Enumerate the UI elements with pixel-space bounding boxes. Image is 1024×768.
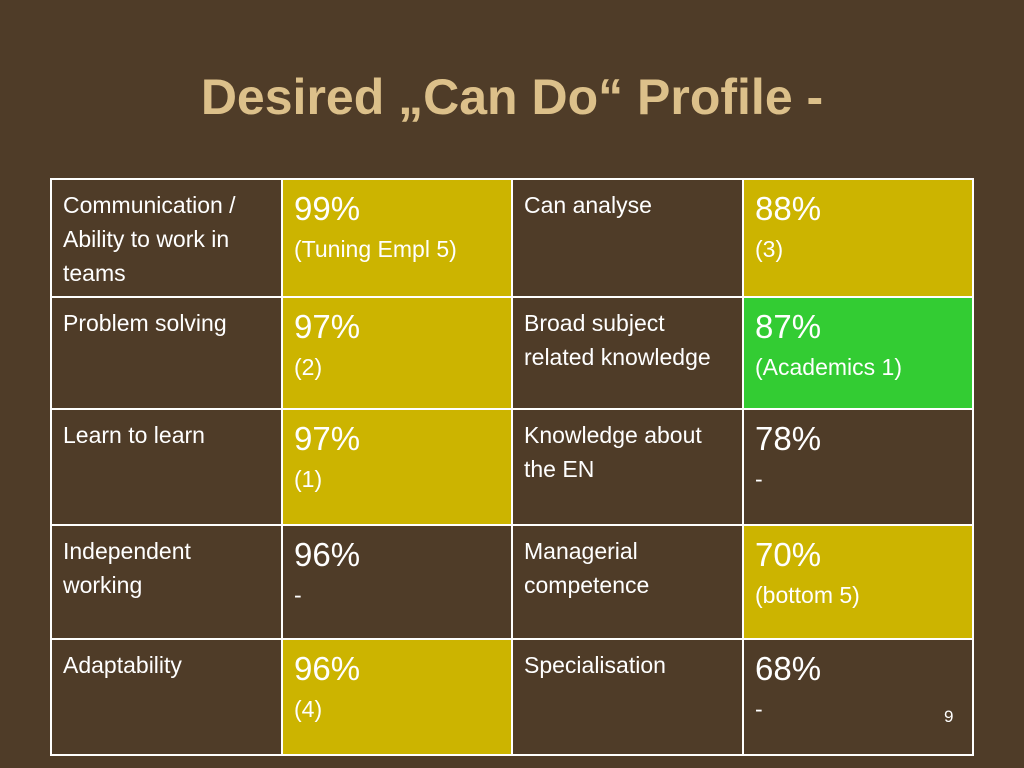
competence-label: Specialisation bbox=[524, 652, 666, 678]
competence-value-cell: 70% (bottom 5) bbox=[742, 524, 974, 640]
table-row: Adaptability 96% (4) Specialisation 68% … bbox=[50, 638, 974, 756]
competence-rank-note: (2) bbox=[294, 354, 323, 380]
competence-label: Can analyse bbox=[524, 192, 652, 218]
competence-label-cell: Specialisation bbox=[511, 638, 744, 756]
competence-value-cell: 78% - bbox=[742, 408, 974, 526]
competence-label-cell: Adaptability bbox=[50, 638, 283, 756]
competence-label-cell: Independent working bbox=[50, 524, 283, 640]
slide-title: Desired „Can Do“ Profile - bbox=[200, 69, 824, 125]
competence-label-cell: Knowledge about the EN bbox=[511, 408, 744, 526]
competence-label-cell: Communication / Ability to work in teams bbox=[50, 178, 283, 298]
competence-label: Managerial competence bbox=[524, 538, 650, 598]
competence-label: Problem solving bbox=[63, 310, 227, 336]
competence-percent: 96% bbox=[294, 536, 361, 573]
competence-rank-note: (bottom 5) bbox=[755, 582, 860, 608]
table-row: Independent working 96% - Managerial com… bbox=[50, 524, 974, 640]
competence-rank-note: - bbox=[755, 696, 763, 722]
competence-percent: 97% bbox=[294, 308, 361, 345]
competence-percent: 88% bbox=[755, 190, 822, 227]
competence-rank-note: - bbox=[294, 582, 302, 608]
competence-value-cell: 99% (Tuning Empl 5) bbox=[281, 178, 513, 298]
competence-label: Learn to learn bbox=[63, 422, 205, 448]
competence-label-cell: Learn to learn bbox=[50, 408, 283, 526]
competence-label: Knowledge about the EN bbox=[524, 422, 702, 482]
competence-rank-note: (3) bbox=[755, 236, 784, 262]
competence-label: Independent working bbox=[63, 538, 191, 598]
competence-value-cell: 68% - bbox=[742, 638, 974, 756]
competence-value-cell: 97% (1) bbox=[281, 408, 513, 526]
competence-percent: 70% bbox=[755, 536, 822, 573]
competence-label-cell: Broad subject related knowledge bbox=[511, 296, 744, 410]
competence-percent: 96% bbox=[294, 650, 361, 687]
table-row: Communication / Ability to work in teams… bbox=[50, 178, 974, 298]
competence-label-cell: Problem solving bbox=[50, 296, 283, 410]
competence-profile-table: Communication / Ability to work in teams… bbox=[50, 178, 974, 756]
table-row: Learn to learn 97% (1) Knowledge about t… bbox=[50, 408, 974, 526]
competence-rank-note: (1) bbox=[294, 466, 323, 492]
competence-label-cell: Managerial competence bbox=[511, 524, 744, 640]
competence-rank-note: (Tuning Empl 5) bbox=[294, 236, 457, 262]
competence-percent: 78% bbox=[755, 420, 822, 457]
competence-value-cell: 88% (3) bbox=[742, 178, 974, 298]
competence-percent: 68% bbox=[755, 650, 822, 687]
page-number: 9 bbox=[944, 707, 954, 726]
competence-label-cell: Can analyse bbox=[511, 178, 744, 298]
competence-label: Communication / Ability to work in teams bbox=[63, 192, 236, 286]
competence-percent: 99% bbox=[294, 190, 361, 227]
competence-rank-note: (4) bbox=[294, 696, 323, 722]
table-row: Problem solving 97% (2) Broad subject re… bbox=[50, 296, 974, 410]
competence-rank-note: (Academics 1) bbox=[755, 354, 902, 380]
competence-value-cell: 96% (4) bbox=[281, 638, 513, 756]
competence-rank-note: - bbox=[755, 466, 763, 492]
competence-value-cell: 97% (2) bbox=[281, 296, 513, 410]
competence-percent: 97% bbox=[294, 420, 361, 457]
competence-value-cell: 87% (Academics 1) bbox=[742, 296, 974, 410]
competence-label: Adaptability bbox=[63, 652, 182, 678]
competence-value-cell: 96% - bbox=[281, 524, 513, 640]
competence-label: Broad subject related knowledge bbox=[524, 310, 711, 370]
competence-percent: 87% bbox=[755, 308, 822, 345]
